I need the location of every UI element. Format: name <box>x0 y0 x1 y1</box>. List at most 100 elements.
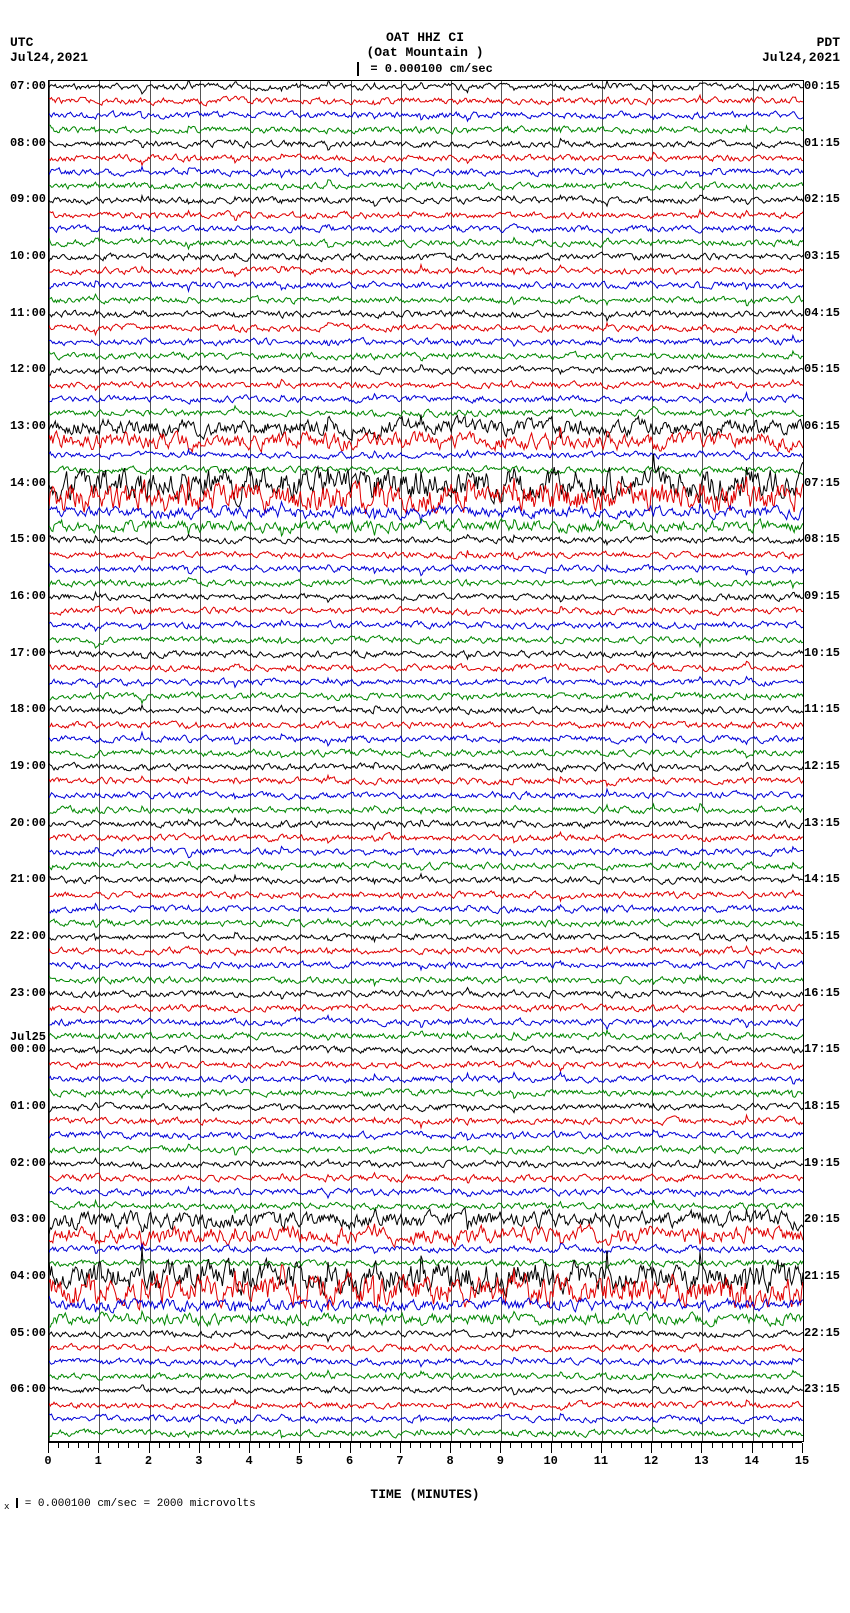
tick-label: 6 <box>346 1454 353 1468</box>
tick-minor <box>742 1443 743 1448</box>
tick-minor <box>611 1443 612 1448</box>
left-time-label: 02:00 <box>0 1157 46 1169</box>
left-time-label: 13:00 <box>0 420 46 432</box>
tick-minor <box>329 1443 330 1448</box>
left-time-label: 19:00 <box>0 760 46 772</box>
station-name: (Oat Mountain ) <box>0 45 850 60</box>
tick-label: 13 <box>694 1454 708 1468</box>
left-time-label: 23:00 <box>0 987 46 999</box>
tick-minor <box>259 1443 260 1448</box>
tick-minor <box>340 1443 341 1448</box>
right-time-label: 16:15 <box>804 987 850 999</box>
left-time-label: 21:00 <box>0 873 46 885</box>
tick-major <box>500 1443 501 1453</box>
right-time-label: 11:15 <box>804 703 850 715</box>
left-time-label: 22:00 <box>0 930 46 942</box>
right-time-label: 18:15 <box>804 1100 850 1112</box>
tick-minor <box>229 1443 230 1448</box>
tick-label: 5 <box>296 1454 303 1468</box>
tick-minor <box>510 1443 511 1448</box>
tick-minor <box>269 1443 270 1448</box>
tick-minor <box>691 1443 692 1448</box>
tick-major <box>651 1443 652 1453</box>
scale-line: = 0.000100 cm/sec <box>0 62 850 76</box>
left-time-label: 17:00 <box>0 647 46 659</box>
tick-minor <box>128 1443 129 1448</box>
station-code: OAT HHZ CI <box>0 30 850 45</box>
gridline <box>803 81 804 1441</box>
tick-major <box>98 1443 99 1453</box>
left-time-label: 10:00 <box>0 250 46 262</box>
tick-label: 8 <box>447 1454 454 1468</box>
tick-label: 10 <box>543 1454 557 1468</box>
tick-label: 15 <box>795 1454 809 1468</box>
tick-minor <box>712 1443 713 1448</box>
left-time-label: 11:00 <box>0 307 46 319</box>
tick-minor <box>460 1443 461 1448</box>
left-time-label: 15:00 <box>0 533 46 545</box>
x-axis-title: TIME (MINUTES) <box>48 1487 802 1502</box>
tick-minor <box>189 1443 190 1448</box>
tick-minor <box>108 1443 109 1448</box>
tick-minor <box>58 1443 59 1448</box>
left-time-label: 20:00 <box>0 817 46 829</box>
left-time-label: 14:00 <box>0 477 46 489</box>
tick-minor <box>722 1443 723 1448</box>
tick-minor <box>671 1443 672 1448</box>
tick-minor <box>792 1443 793 1448</box>
tick-major <box>249 1443 250 1453</box>
tick-minor <box>591 1443 592 1448</box>
right-time-label: 15:15 <box>804 930 850 942</box>
tick-minor <box>430 1443 431 1448</box>
tick-minor <box>490 1443 491 1448</box>
tick-minor <box>581 1443 582 1448</box>
tick-minor <box>732 1443 733 1448</box>
tick-minor <box>88 1443 89 1448</box>
tick-minor <box>420 1443 421 1448</box>
right-time-label: 00:15 <box>804 80 850 92</box>
left-time-label: 07:00 <box>0 80 46 92</box>
tick-minor <box>118 1443 119 1448</box>
tick-major <box>149 1443 150 1453</box>
tick-minor <box>621 1443 622 1448</box>
tick-major <box>299 1443 300 1453</box>
scale-text: = 0.000100 cm/sec <box>363 62 493 76</box>
left-time-label: 01:00 <box>0 1100 46 1112</box>
tick-label: 3 <box>195 1454 202 1468</box>
tick-minor <box>561 1443 562 1448</box>
tick-label: 7 <box>396 1454 403 1468</box>
tick-minor <box>521 1443 522 1448</box>
tick-major <box>48 1443 49 1453</box>
tick-major <box>601 1443 602 1453</box>
tick-minor <box>179 1443 180 1448</box>
tick-major <box>400 1443 401 1453</box>
tick-minor <box>68 1443 69 1448</box>
tick-minor <box>782 1443 783 1448</box>
left-time-label: 16:00 <box>0 590 46 602</box>
tick-minor <box>772 1443 773 1448</box>
tick-label: 11 <box>594 1454 608 1468</box>
tick-minor <box>762 1443 763 1448</box>
tick-major <box>199 1443 200 1453</box>
pdt-date: Jul24,2021 <box>762 50 840 65</box>
right-time-label: 14:15 <box>804 873 850 885</box>
tick-major <box>802 1443 803 1453</box>
left-time-label: 09:00 <box>0 193 46 205</box>
tick-minor <box>309 1443 310 1448</box>
tick-minor <box>279 1443 280 1448</box>
left-time-label: 04:00 <box>0 1270 46 1282</box>
left-time-label: 05:00 <box>0 1327 46 1339</box>
right-time-label: 17:15 <box>804 1043 850 1055</box>
tick-minor <box>571 1443 572 1448</box>
tick-minor <box>239 1443 240 1448</box>
tick-minor <box>410 1443 411 1448</box>
tick-major <box>450 1443 451 1453</box>
right-time-label: 22:15 <box>804 1327 850 1339</box>
tick-minor <box>289 1443 290 1448</box>
right-time-label: 05:15 <box>804 363 850 375</box>
tick-label: 1 <box>95 1454 102 1468</box>
tick-label: 2 <box>145 1454 152 1468</box>
right-time-label: 10:15 <box>804 647 850 659</box>
tick-minor <box>380 1443 381 1448</box>
left-time-label: 12:00 <box>0 363 46 375</box>
